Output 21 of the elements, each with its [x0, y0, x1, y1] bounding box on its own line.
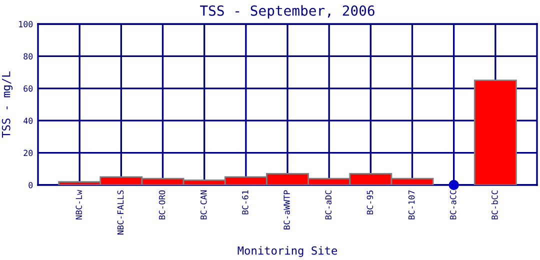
x-tick-label: BC-CAN: [200, 190, 207, 220]
x-tick-label: NBC-FALLS: [117, 190, 124, 234]
chart-title: TSS - September, 2006: [200, 5, 374, 19]
x-tick-label: BC-107: [408, 190, 415, 220]
y-tick-label: 0: [28, 182, 33, 188]
y-tick-label: 60: [24, 85, 33, 92]
y-tick-label: 80: [24, 53, 33, 60]
x-tick-label: BC-bCC: [491, 190, 498, 220]
bar: [474, 80, 517, 185]
x-tick-label: NBC-Lw: [76, 190, 82, 220]
x-tick-label: BC-aCC: [450, 190, 456, 220]
x-tick-label: BC-ORO: [158, 190, 166, 220]
x-tick-label: BC-aWWTP: [284, 190, 290, 230]
y-tick-label: 100: [19, 21, 33, 28]
y-axis-title: TSS - mg/L: [2, 72, 13, 138]
x-tick-label: BC-aDC: [325, 190, 332, 220]
x-tick-label: BC-95: [366, 190, 374, 214]
x-tick-label: BC-61: [242, 190, 248, 214]
y-tick-label: 40: [24, 118, 33, 124]
y-tick-label: 20: [24, 150, 33, 156]
x-axis-title: Monitoring Site: [238, 246, 338, 257]
